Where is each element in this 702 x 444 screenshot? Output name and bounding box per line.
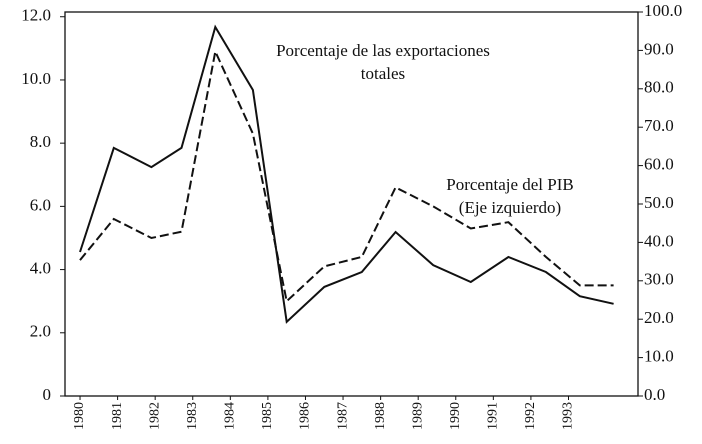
x-tick-label: 1993 [561,402,576,430]
y-tick-label: 8.0 [30,132,51,151]
series-line [79,24,614,324]
y2-tick-label: 20.0 [644,308,674,327]
annotation: Porcentaje de las exportaciones [276,41,490,60]
annotation: Porcentaje del PIB [446,175,573,194]
y2-tick-label: 60.0 [644,155,674,174]
annotation: (Eje izquierdo) [459,198,561,217]
annotation: totales [361,64,405,83]
y2-tick-label: 10.0 [644,347,674,366]
x-tick-label: 1992 [523,402,538,430]
y2-tick-label: 0.0 [644,385,665,404]
y-tick-label: 4.0 [30,258,51,277]
y2-tick-label: 80.0 [644,78,674,97]
x-tick-label: 1984 [223,402,238,430]
x-tick-label: 1987 [335,402,350,430]
y2-tick-label: 90.0 [644,39,674,58]
x-tick-label: 1985 [260,402,275,430]
x-tick-label: 1989 [410,402,425,430]
x-tick-label: 1980 [72,402,87,430]
series-line [79,48,614,304]
x-tick-label: 1990 [448,402,463,430]
x-tick-label: 1991 [486,402,501,430]
y-tick-label: 0 [43,385,52,404]
x-tick-label: 1981 [110,402,125,430]
x-tick-label: 1983 [185,402,200,430]
x-tick-label: 1982 [147,402,162,430]
y2-tick-label: 50.0 [644,193,674,212]
y-tick-label: 12.0 [21,6,51,25]
x-tick-label: 1986 [298,402,313,430]
y2-tick-label: 40.0 [644,231,674,250]
y-tick-label: 6.0 [30,195,51,214]
y2-tick-label: 100.0 [644,1,682,20]
y2-tick-label: 70.0 [644,116,674,135]
y2-tick-label: 30.0 [644,270,674,289]
x-tick-label: 1988 [373,402,388,430]
y-tick-label: 10.0 [21,69,51,88]
y-tick-label: 2.0 [30,322,51,341]
